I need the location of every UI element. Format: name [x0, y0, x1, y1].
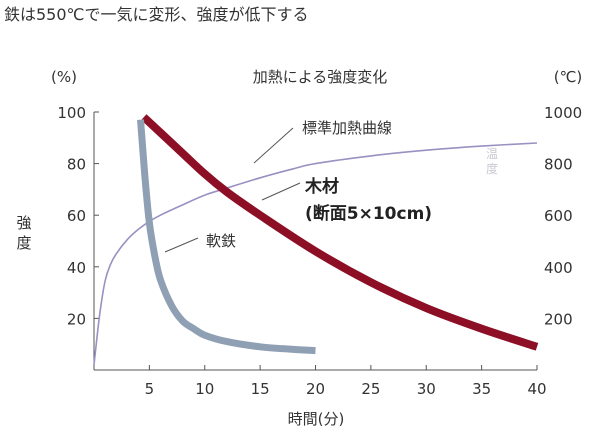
y2-axis-unit: (℃) — [554, 68, 583, 86]
label-wood: 木材 — [304, 176, 339, 197]
axes — [93, 112, 537, 371]
label-soft-iron: 軟鉄 — [206, 232, 236, 250]
x-axis-label: 時間(分) — [288, 410, 345, 428]
y2-tick-label: 200 — [544, 310, 573, 328]
y-axis-label: 強度 — [16, 214, 31, 252]
x-tick-label: 30 — [417, 380, 436, 398]
y2-axis-label: 温度 — [486, 147, 498, 176]
x-tick-label: 10 — [195, 380, 214, 398]
leader-soft-iron — [164, 237, 199, 253]
y-tick-label: 40 — [67, 259, 86, 277]
x-tick-label: 40 — [527, 380, 546, 398]
y2-tick-label: 600 — [544, 207, 573, 225]
y2-tick-label: 1000 — [544, 104, 582, 122]
series-wood — [141, 114, 539, 351]
x-tick-label: 35 — [472, 380, 491, 398]
series-standard-heating-curve — [93, 142, 538, 365]
leader-standard-heating-curve — [253, 127, 294, 164]
y2-tick-label: 400 — [544, 259, 573, 277]
leader-wood — [261, 182, 301, 201]
y2-tick-label: 800 — [544, 156, 573, 174]
y-axis-label-char: 強 — [16, 214, 31, 232]
x-tick-label: 25 — [361, 380, 380, 398]
y-axis-unit: (%) — [51, 68, 77, 86]
x-tick-label: 5 — [145, 380, 155, 398]
x-tick-label: 15 — [251, 380, 270, 398]
y-tick-label: 100 — [57, 104, 86, 122]
y-tick-label: 60 — [67, 207, 86, 225]
y-tick-label: 20 — [67, 310, 86, 328]
x-tick-label: 20 — [306, 380, 325, 398]
y-tick-label: 80 — [67, 156, 86, 174]
label-wood-section: (断面5×10cm) — [305, 203, 432, 224]
y-axis-label-char: 度 — [16, 234, 31, 252]
series-lines — [93, 114, 539, 365]
headline: 鉄は550℃で一気に変形、強度が低下する — [4, 5, 309, 24]
label-standard-heating-curve: 標準加熱曲線 — [302, 119, 392, 137]
y2-axis-label-char: 温 — [486, 147, 498, 161]
chart-title: 加熱による強度変化 — [253, 68, 388, 86]
series-soft-iron — [137, 119, 316, 355]
ticks: 5 10 15 20 25 30 35 40 20 40 60 80 100 200 400 600 800 10… — [57, 104, 582, 398]
y2-axis-label-char: 度 — [486, 161, 498, 176]
